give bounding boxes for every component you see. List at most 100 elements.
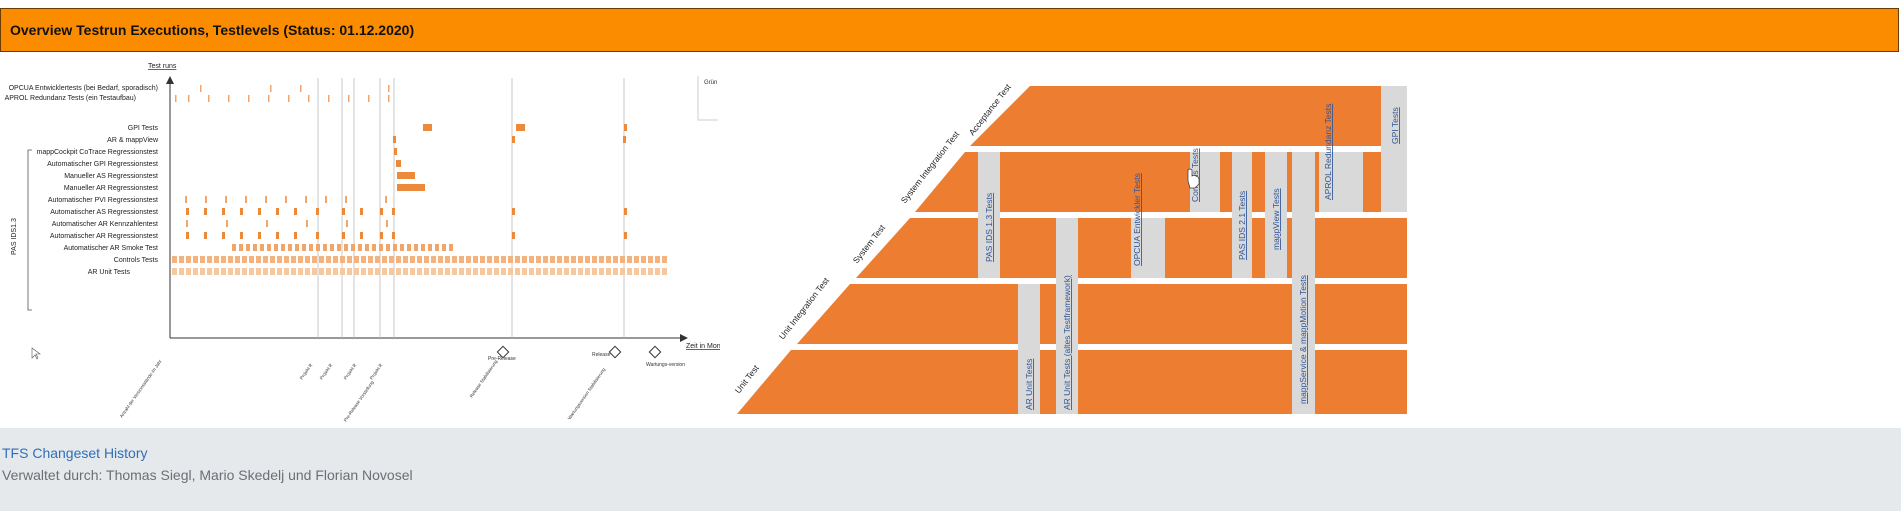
test-run-mark [186, 268, 191, 275]
test-run-mark [613, 268, 618, 275]
test-run-mark [445, 256, 450, 263]
test-run-mark [585, 256, 590, 263]
test-run-mark [326, 256, 331, 263]
test-run-mark [522, 268, 527, 275]
test-run-mark [438, 268, 443, 275]
test-run-mark [396, 256, 401, 263]
row-marks [175, 85, 627, 239]
test-run-mark [543, 268, 548, 275]
test-run-mark [337, 244, 341, 251]
row-label: Manueller AR Regressionstest [64, 185, 158, 192]
test-run-mark [445, 268, 450, 275]
link-mappview-tests[interactable]: mappView Tests [1271, 188, 1281, 250]
test-run-mark [361, 256, 366, 263]
x-axis-label: Zeit in Monaten [686, 343, 720, 350]
link-opcua-entwickler-tests[interactable]: OPCUA Entwickler Tests [1132, 173, 1142, 266]
test-run-mark [613, 256, 618, 263]
managed-by-text: Verwaltet durch: Thomas Siegl, Mario Ske… [2, 467, 413, 483]
column-opcua-entwickler [1131, 218, 1165, 278]
test-run-mark [179, 268, 184, 275]
test-run-mark [340, 256, 345, 263]
test-run-mark [382, 268, 387, 275]
row-label: mappCockpit CoTrace Regressionstest [36, 149, 158, 156]
test-run-mark [578, 268, 583, 275]
side-box [697, 76, 718, 121]
link-pas-ids-13-tests[interactable]: PAS IDS 1.3 Tests [984, 193, 994, 262]
bottom-label: Projekt R [369, 362, 384, 381]
test-run-mark [473, 268, 478, 275]
test-run-mark [564, 256, 569, 263]
test-run-mark [361, 268, 366, 275]
test-run-mark [515, 256, 520, 263]
test-run-mark [340, 268, 345, 275]
test-run-mark [435, 244, 439, 251]
test-run-mark [186, 256, 191, 263]
column-gpi-tests [1381, 86, 1407, 212]
row-label: Automatischer GPI Regressionstest [47, 161, 158, 168]
link-aprol-redundanz-tests[interactable]: APROL Redundanz Tests [1323, 104, 1333, 200]
test-run-mark [284, 268, 289, 275]
test-run-mark [351, 244, 355, 251]
test-run-mark [298, 268, 303, 275]
test-run-mark [480, 268, 485, 275]
test-run-mark [592, 268, 597, 275]
test-run-mark [354, 268, 359, 275]
milestone-diamond [648, 345, 662, 359]
row-label: Automatischer PVI Regressionstest [48, 197, 158, 204]
hand-cursor-icon [1187, 168, 1200, 189]
milestone-diamond [608, 345, 622, 359]
test-run-mark [459, 256, 464, 263]
row-label: Automatischer AR Smoke Test [64, 245, 158, 252]
row-label: Controls Tests [114, 257, 159, 264]
link-ar-unit-tests[interactable]: AR Unit Tests [1024, 359, 1034, 410]
test-run-mark [501, 256, 506, 263]
test-run-mark [557, 256, 562, 263]
side-box-label: Grün [704, 80, 717, 86]
test-run-mark [515, 268, 520, 275]
test-run-mark [200, 268, 205, 275]
page-banner: Overview Testrun Executions, Testlevels … [0, 8, 1899, 52]
pyramid-layer-acceptance [970, 86, 1407, 146]
link-mappservice-mappmotion-tests[interactable]: mappService & mappMotion Tests [1298, 275, 1308, 404]
link-pas-ids-21-tests[interactable]: PAS IDS 2.1 Tests [1237, 191, 1247, 260]
test-run-mark [578, 256, 583, 263]
link-ar-unit-tests-old[interactable]: AR Unit Tests (altes Testframework) [1062, 275, 1072, 410]
test-run-mark [242, 268, 247, 275]
test-run-mark [193, 268, 198, 275]
test-run-mark [214, 256, 219, 263]
test-run-mark [228, 256, 233, 263]
test-run-mark [403, 256, 408, 263]
column-aprol-redundanz [1319, 152, 1363, 212]
test-run-mark [494, 268, 499, 275]
test-run-mark [207, 256, 212, 263]
test-run-mark [386, 244, 390, 251]
test-run-mark [403, 268, 408, 275]
test-run-mark [431, 256, 436, 263]
y-axis-label: Test runs [148, 63, 177, 70]
test-run-mark [270, 256, 275, 263]
test-run-mark [634, 256, 639, 263]
test-run-mark [368, 268, 373, 275]
row-label: OPCUA Entwicklertests (bei Bedarf, spora… [9, 85, 158, 92]
test-run-mark [358, 244, 362, 251]
test-run-mark [281, 244, 285, 251]
test-run-mark [249, 256, 254, 263]
test-run-mark [253, 244, 257, 251]
test-run-mark [627, 268, 632, 275]
test-run-mark [389, 268, 394, 275]
test-run-mark [365, 244, 369, 251]
test-run-mark [466, 256, 471, 263]
test-run-mark [375, 256, 380, 263]
bottom-label: Wartungsversion Stabilisierung [567, 367, 607, 421]
test-run-mark [606, 256, 611, 263]
test-run-mark [344, 244, 348, 251]
test-run-mark [599, 256, 604, 263]
link-gpi-tests[interactable]: GPI Tests [1390, 107, 1400, 144]
milestone-label: Pre-Release [488, 356, 516, 362]
tfs-changeset-history-link[interactable]: TFS Changeset History [2, 445, 148, 461]
test-run-mark [323, 244, 327, 251]
test-run-mark [256, 268, 261, 275]
test-run-mark [536, 256, 541, 263]
test-run-mark [312, 256, 317, 263]
test-run-mark [407, 244, 411, 251]
